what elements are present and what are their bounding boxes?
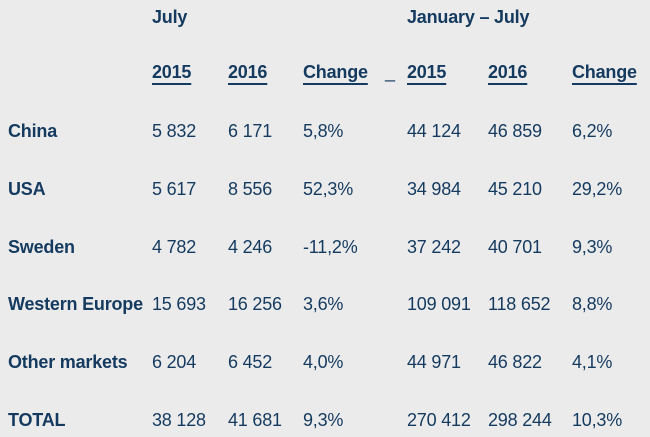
cell-janjul-2016: 46 822 [488, 352, 542, 372]
row-label: Other markets [8, 352, 128, 372]
cell-july-2016: 41 681 [228, 410, 282, 430]
cell-july-change: 3,6% [303, 294, 344, 314]
cell-july-2016: 8 556 [228, 179, 273, 199]
cell-july-2015: 38 128 [152, 410, 206, 430]
cell-janjul-2015: 44 124 [407, 121, 461, 141]
cell-july-2015: 15 693 [152, 294, 206, 314]
cell-janjul-2016: 118 652 [488, 294, 551, 314]
table-row: Sweden 4 782 4 246 -11,2% 37 242 40 701 … [0, 236, 650, 260]
column-header-july-2015: 2015 [152, 62, 192, 82]
row-label: Sweden [8, 237, 75, 257]
group-header-july: July [152, 7, 188, 27]
column-header-janjul-2016: 2016 [488, 62, 528, 82]
cell-janjul-2016: 46 859 [488, 121, 542, 141]
table-row: USA 5 617 8 556 52,3% 34 984 45 210 29,2… [0, 178, 650, 202]
row-label: TOTAL [8, 410, 66, 430]
cell-janjul-2015: 44 971 [407, 352, 461, 372]
cell-july-2015: 5 617 [152, 179, 197, 199]
column-header-july-change: Change [303, 62, 368, 82]
column-header-janjul-2015: 2015 [407, 62, 447, 82]
separator-mark: _ [385, 62, 395, 82]
cell-july-change: -11,2% [303, 237, 358, 257]
cell-janjul-2015: 270 412 [407, 410, 471, 430]
cell-janjul-change: 9,3% [572, 237, 613, 257]
cell-july-2015: 4 782 [152, 237, 197, 257]
group-header-row: July January – July [0, 6, 650, 30]
cell-janjul-change: 10,3% [572, 410, 623, 430]
cell-july-change: 4,0% [303, 352, 344, 372]
table-row: TOTAL 38 128 41 681 9,3% 270 412 298 244… [0, 409, 650, 433]
cell-july-2016: 6 171 [228, 121, 273, 141]
group-header-january-july: January – July [407, 7, 530, 27]
row-label: Western Europe [8, 294, 143, 314]
cell-july-2015: 6 204 [152, 352, 197, 372]
cell-july-change: 5,8% [303, 121, 344, 141]
column-header-janjul-change: Change [572, 62, 637, 82]
cell-july-2016: 4 246 [228, 237, 273, 257]
table-row: China 5 832 6 171 5,8% 44 124 46 859 6,2… [0, 120, 650, 144]
cell-janjul-2015: 34 984 [407, 179, 461, 199]
cell-janjul-2016: 45 210 [488, 179, 542, 199]
column-header-row: 2015 2016 Change _ 2015 2016 Change [0, 61, 650, 85]
cell-janjul-change: 4,1% [572, 352, 613, 372]
cell-july-change: 9,3% [303, 410, 344, 430]
cell-july-change: 52,3% [303, 179, 354, 199]
cell-july-2016: 16 256 [228, 294, 282, 314]
table-row: Western Europe 15 693 16 256 3,6% 109 09… [0, 293, 650, 317]
column-header-july-2016: 2016 [228, 62, 268, 82]
row-label: USA [8, 179, 46, 199]
cell-janjul-change: 8,8% [572, 294, 613, 314]
cell-janjul-change: 29,2% [572, 179, 623, 199]
cell-janjul-2016: 40 701 [488, 237, 542, 257]
table-row: Other markets 6 204 6 452 4,0% 44 971 46… [0, 351, 650, 375]
cell-janjul-2015: 37 242 [407, 237, 461, 257]
cell-july-2016: 6 452 [228, 352, 273, 372]
row-label: China [8, 121, 58, 141]
cell-janjul-change: 6,2% [572, 121, 613, 141]
cell-janjul-2016: 298 244 [488, 410, 552, 430]
cell-janjul-2015: 109 091 [407, 294, 471, 314]
cell-july-2015: 5 832 [152, 121, 197, 141]
